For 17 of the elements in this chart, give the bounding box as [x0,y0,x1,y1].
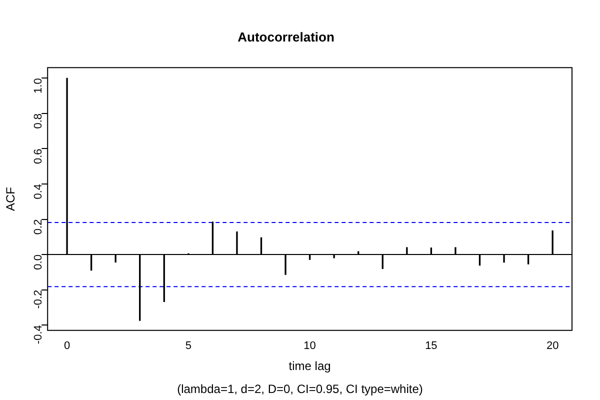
y-tick-label: 0.8 [32,113,45,129]
y-tick-label: 0.6 [32,148,45,164]
chart-title: Autocorrelation [238,29,334,44]
text: (lambda=1, d=2, D=0, CI=0.95, CI type=white) [177,382,423,396]
y-tick-label: -0.2 [32,290,45,309]
x-tick-label: 20 [546,340,559,352]
x-tick-label: 0 [64,340,70,352]
y-tick-label: 1.0 [32,78,45,94]
y-tick-label: -0.4 [32,325,45,344]
x-tick-label: 10 [304,340,316,352]
y-tick-label: 0.2 [32,219,45,235]
y-tick-label: 0.0 [32,254,45,270]
y-axis-title: ACF [4,187,18,211]
y-tick-label: 0.4 [32,184,45,200]
x-tick-label: 5 [185,340,192,352]
x-tick-label: 15 [425,340,438,352]
x-axis-title: time lag [288,359,331,374]
